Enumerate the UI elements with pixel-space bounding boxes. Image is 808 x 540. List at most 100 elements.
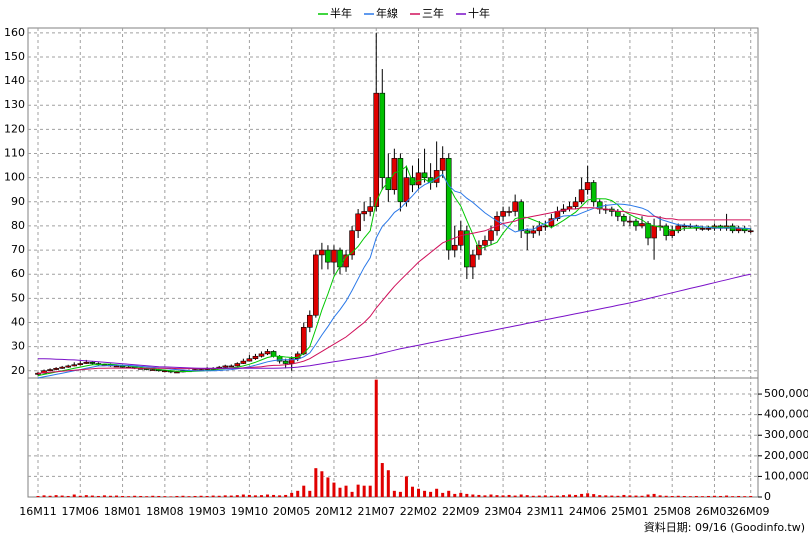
volume-bar [338, 487, 342, 497]
volume-bar [574, 494, 578, 497]
candle-body [548, 218, 555, 227]
volume-bar [598, 495, 602, 497]
volume-bar [592, 494, 596, 497]
candle-body [361, 211, 367, 215]
candle-body [306, 314, 313, 328]
volume-bar [84, 495, 88, 497]
candle-body [367, 206, 374, 212]
volume-bar [42, 495, 46, 497]
legend-label: 三年 [422, 6, 444, 20]
volume-bar [344, 485, 348, 497]
x-tick-label: 18M08 [146, 505, 184, 518]
volume-bar [471, 494, 475, 497]
candle-body [240, 360, 247, 364]
y-tick-label: 30 [11, 340, 25, 353]
ma-line [37, 207, 751, 374]
x-tick-label: 25M01 [611, 505, 649, 518]
candle-body [77, 363, 84, 366]
x-tick-label: 25M08 [653, 505, 691, 518]
candle-body [252, 355, 259, 359]
candle-body [319, 249, 325, 256]
volume-bar [483, 495, 487, 497]
volume-bar [634, 495, 638, 497]
volume-bar [169, 496, 173, 497]
candle-body [282, 360, 289, 364]
candle-body [621, 215, 627, 222]
y-tick-label: 140 [4, 74, 25, 87]
candle-body [373, 92, 380, 207]
y-tick-label: 120 [4, 122, 25, 135]
volume-bar [90, 495, 94, 497]
volume-bar [495, 495, 499, 497]
plot-frame [27, 27, 759, 498]
volume-bar [604, 495, 608, 497]
candle-body [506, 211, 512, 213]
volume-bar [266, 494, 270, 497]
volume-bar [157, 495, 161, 497]
y-tick-label: 150 [4, 50, 25, 63]
candle-body [470, 254, 476, 268]
volume-bar [404, 476, 408, 497]
volume-bar [308, 490, 312, 497]
candle-body [71, 364, 78, 367]
volume-bar [290, 492, 294, 497]
volume-bar [115, 495, 119, 497]
y2-tick-label: 300,000 [764, 428, 808, 441]
volume-bar [223, 495, 227, 497]
volume-bar [417, 488, 421, 497]
volume-bar [211, 495, 215, 497]
x-tick-label: 21M07 [357, 505, 395, 518]
candle-body [578, 189, 585, 203]
candle-body [633, 220, 639, 227]
volume-bar [48, 495, 52, 497]
volume-bar [712, 495, 716, 497]
volume-bar [102, 495, 106, 497]
y-tick-label: 90 [11, 195, 25, 208]
candle-body [331, 249, 337, 263]
candle-body [464, 230, 470, 268]
candle-body [162, 370, 168, 373]
x-tick-label: 19M03 [188, 505, 226, 518]
volume-bar [350, 491, 354, 497]
volume-bar [688, 496, 692, 497]
candle-body [705, 228, 712, 230]
ma-line [38, 273, 751, 369]
volume-bar [423, 490, 427, 497]
volume-bar [199, 495, 203, 497]
candle-body [65, 365, 71, 368]
volume-bar [646, 494, 650, 497]
y2-tick-label: 100,000 [764, 469, 808, 482]
x-tick-label: 18M01 [104, 505, 142, 518]
legend-label: 年線 [376, 6, 398, 20]
x-tick-label: 23M11 [527, 505, 565, 518]
volume-bar [302, 485, 306, 497]
volume-bar [241, 494, 245, 497]
volume-bar [441, 492, 445, 497]
candle-body [590, 182, 597, 203]
x-tick-label: 16M11 [19, 505, 57, 518]
volume-bar [284, 494, 288, 497]
candle-body [663, 225, 669, 236]
y-tick-label: 50 [11, 291, 25, 304]
y2-tick-label: 0 [764, 490, 771, 503]
volume-bar [489, 494, 493, 497]
candle-body [313, 254, 319, 316]
volume-bar [435, 488, 439, 497]
volume-bar [513, 495, 517, 497]
x-tick-label: 26M09 [732, 505, 770, 518]
candle-body [355, 213, 361, 232]
volume-bar [616, 495, 620, 497]
volume-bar [278, 495, 282, 497]
volume-bar [622, 494, 626, 497]
y-tick-label: 40 [11, 315, 25, 328]
candle-body [639, 223, 645, 227]
volume-bar [139, 495, 143, 497]
volume-bar [235, 495, 239, 497]
candle-body [627, 220, 633, 223]
volume-bar [501, 495, 505, 497]
y2-tick-label: 500,000 [764, 387, 808, 400]
volume-bar [525, 495, 529, 497]
volume-bar [507, 494, 511, 497]
volume-bar [181, 495, 185, 497]
candle-body [174, 371, 180, 374]
